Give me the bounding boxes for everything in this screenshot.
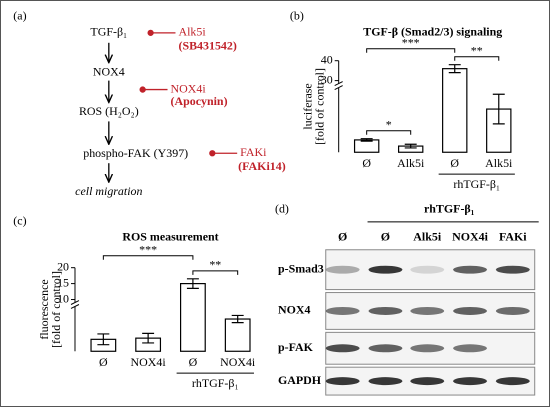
error-bar — [142, 332, 155, 344]
blot-header: rhTGF-β₁ — [424, 202, 475, 216]
x-tick-label: Alk5i — [485, 156, 513, 170]
significance-bracket — [192, 270, 239, 275]
x-tick-label: Ø — [189, 355, 198, 369]
axis-break — [334, 81, 343, 87]
y-axis-label: fluorescence — [37, 279, 51, 339]
chart-title: ROS measurement — [122, 230, 218, 244]
x-tick-label: Alk5i — [397, 156, 425, 170]
error-bar — [448, 64, 461, 74]
blot-band — [453, 377, 487, 386]
significance-label: * — [386, 117, 392, 131]
significance-label: *** — [402, 36, 420, 50]
inhibitor-agent: (Apocynin) — [171, 94, 228, 108]
x-tick-label: Ø — [99, 355, 108, 369]
blot-band — [495, 377, 530, 386]
pathway-step: NOX4 — [93, 64, 125, 78]
blot-band — [368, 377, 403, 386]
lane-label: Ø — [381, 230, 390, 244]
blot-band — [495, 306, 530, 315]
significance-bracket — [366, 130, 412, 135]
blot-band — [410, 306, 445, 315]
blot-band — [325, 306, 360, 315]
significance-label: *** — [139, 243, 157, 257]
panel-label: (b) — [290, 9, 304, 23]
blot-band — [410, 377, 445, 386]
y-tick-label: 15 — [57, 275, 69, 289]
bar — [179, 283, 206, 352]
significance-bracket — [102, 255, 194, 260]
lane-label: Ø — [338, 230, 347, 244]
row-label: p-Smad3 — [278, 261, 324, 275]
error-bar — [186, 278, 199, 289]
inhibit-dot — [209, 150, 216, 157]
x-tick-label: Ø — [450, 156, 459, 170]
blot-band — [368, 344, 403, 353]
row-label: p-FAK — [278, 340, 314, 354]
blot-band — [325, 344, 360, 353]
axis-break — [334, 85, 343, 91]
inhibitor-name: FAKi — [240, 145, 267, 159]
axis-break — [70, 304, 80, 309]
inhibitor-agent: (SB431542) — [178, 39, 236, 53]
row-label: NOX4 — [278, 303, 311, 317]
lane-label: FAKi — [499, 230, 527, 244]
x-tick-label: NOX4i — [220, 355, 256, 369]
lane-label: NOX4i — [452, 230, 488, 244]
blot-band — [325, 265, 360, 274]
pathway-step: phospho-FAK (Y397) — [83, 146, 188, 160]
error-bar — [492, 93, 505, 125]
panel-label: (a) — [13, 9, 26, 23]
significance-label: ** — [471, 43, 483, 57]
inhibitor-lines — [139, 29, 238, 157]
pathway-step: cell migration — [75, 184, 142, 198]
panel-label: (d) — [275, 202, 289, 216]
bar — [442, 68, 468, 153]
significance-bracket — [454, 56, 500, 61]
inhibit-dot — [139, 86, 146, 93]
bar — [224, 318, 251, 352]
error-bar — [404, 143, 417, 149]
panel-label: (c) — [13, 214, 26, 228]
group-label: rhTGF-β₁ — [453, 177, 500, 191]
error-bar — [97, 333, 110, 346]
blot-band — [410, 344, 445, 353]
blot-band — [453, 306, 487, 315]
axis-break — [70, 300, 80, 305]
y-tick-label: 40 — [321, 52, 333, 66]
inhibitor-name: Alk5i — [178, 25, 206, 39]
y-tick-label: 10 — [57, 291, 69, 305]
significance-bracket — [366, 48, 456, 53]
inhibit-dot — [147, 29, 154, 36]
blot-band — [495, 265, 530, 274]
y-axis-label: luciferase — [301, 83, 315, 129]
pathway-step: ROS (H₂O₂) — [79, 104, 139, 118]
blot-band — [410, 265, 445, 274]
x-tick-label: NOX4i — [131, 355, 167, 369]
pathway-step: TGF-β₁ — [90, 25, 127, 39]
row-label: GAPDH — [278, 373, 322, 387]
error-bar — [231, 314, 244, 324]
bar — [353, 139, 380, 153]
blot-band — [368, 306, 403, 315]
lane-label: Alk5i — [413, 230, 442, 244]
inhibitor-name: NOX4i — [171, 81, 207, 95]
blot-band — [453, 265, 487, 274]
inhibitor-agent: (FAKi14) — [238, 159, 286, 173]
significance-label: ** — [209, 258, 221, 272]
y-tick-label: 30 — [321, 72, 333, 86]
x-tick-label: Ø — [362, 156, 371, 170]
blot-band — [325, 377, 360, 386]
y-axis-label: [fold of control] — [49, 271, 63, 348]
blot-band — [453, 344, 487, 353]
y-tick-label: 20 — [57, 259, 69, 273]
chart-title: TGF-β (Smad2/3) signaling — [363, 25, 502, 39]
group-label: rhTGF-β₁ — [192, 376, 239, 390]
blot-band — [368, 265, 403, 274]
y-axis-label: [fold of control] — [313, 68, 327, 145]
error-bar — [360, 138, 373, 142]
